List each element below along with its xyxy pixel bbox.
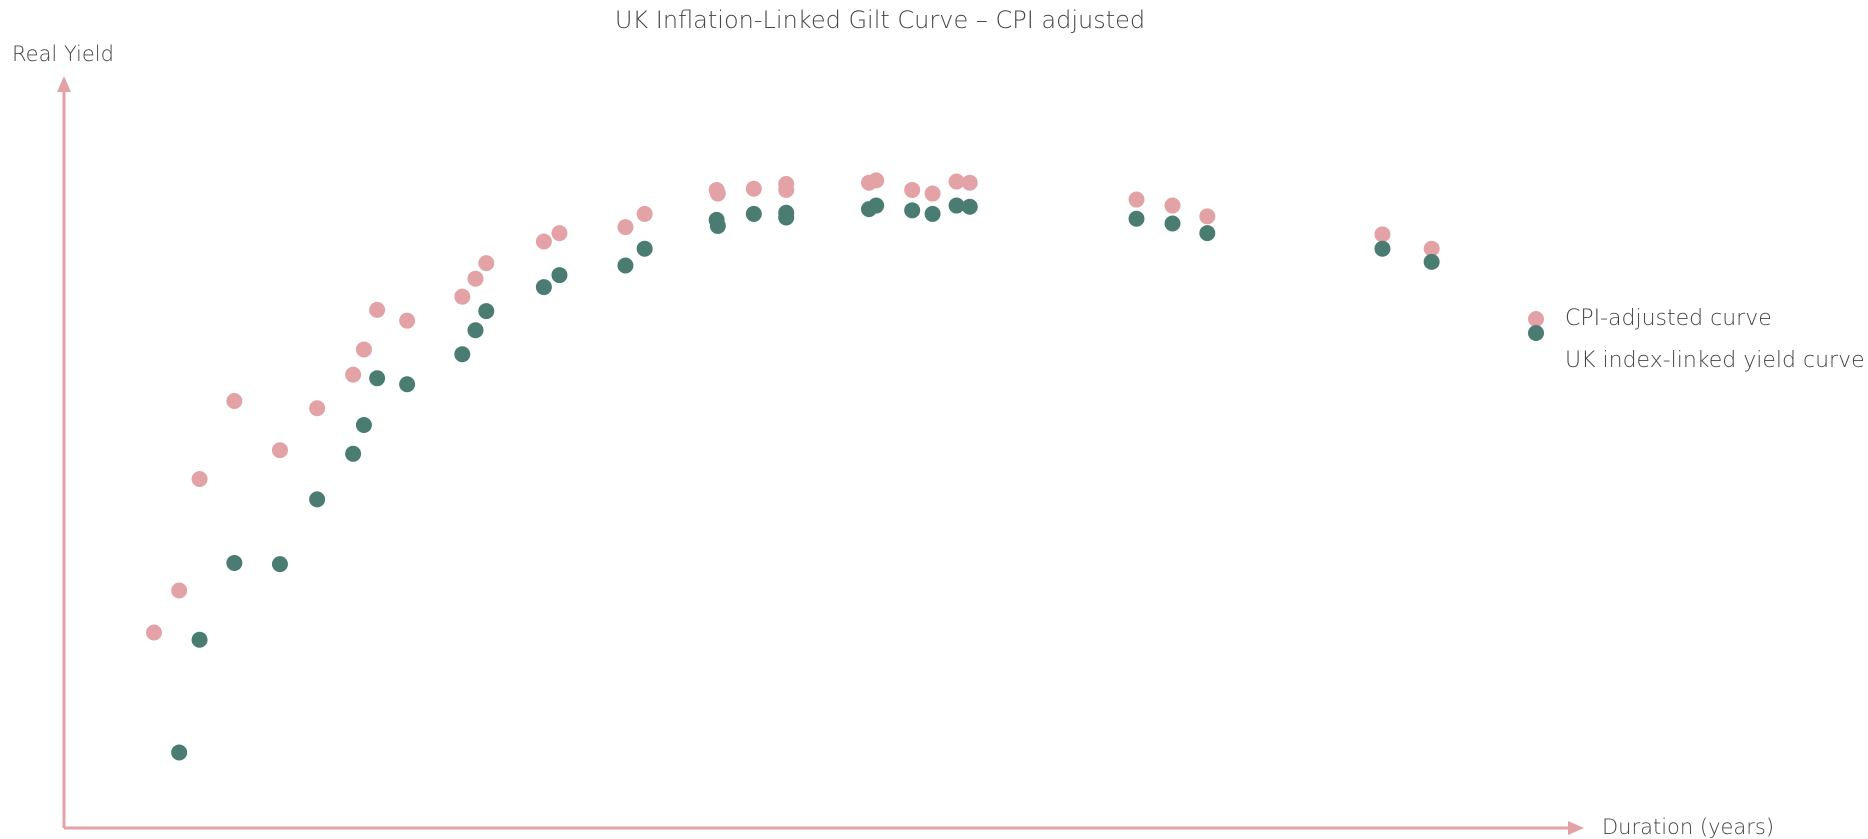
y-axis-label: Real Yield [12, 42, 114, 66]
point [745, 205, 762, 222]
chart-title: UK Inflation-Linked Gilt Curve – CPI adj… [615, 6, 1145, 34]
point [226, 393, 243, 410]
point [454, 288, 471, 305]
point [1423, 253, 1440, 270]
point [961, 174, 978, 191]
point [1374, 226, 1391, 243]
point [191, 631, 208, 648]
point [271, 442, 288, 459]
point [309, 491, 326, 508]
point [467, 322, 484, 339]
legend-marker [1528, 311, 1544, 327]
point [1164, 215, 1181, 232]
point [1164, 197, 1181, 214]
point [478, 255, 495, 272]
point [551, 267, 568, 284]
point [355, 341, 372, 358]
point [355, 417, 372, 434]
point [271, 556, 288, 573]
point [171, 582, 188, 599]
point [868, 197, 885, 214]
point [369, 301, 386, 318]
point [709, 185, 726, 202]
point [904, 181, 921, 198]
point [309, 400, 326, 417]
point [191, 470, 208, 487]
point [535, 233, 552, 250]
point [145, 624, 162, 641]
point [369, 370, 386, 387]
point [904, 202, 921, 219]
point [745, 180, 762, 197]
point [778, 181, 795, 198]
point [1199, 225, 1216, 242]
point [1128, 191, 1145, 208]
point [617, 257, 634, 274]
point [961, 198, 978, 215]
point [399, 376, 416, 393]
legend-label: UK index-linked yield curve [1565, 348, 1865, 373]
y-axis-arrow [57, 76, 71, 92]
x-axis-arrow [1568, 821, 1584, 835]
point [467, 270, 484, 287]
point [345, 366, 362, 383]
point [1423, 240, 1440, 257]
point [399, 312, 416, 329]
point [1128, 210, 1145, 227]
point [948, 173, 965, 190]
point [226, 554, 243, 571]
point [551, 225, 568, 242]
point [1374, 240, 1391, 257]
point [709, 217, 726, 234]
point [778, 209, 795, 226]
point [617, 219, 634, 236]
legend-marker [1528, 325, 1544, 341]
legend-label: CPI-adjusted curve [1565, 306, 1772, 331]
point [636, 240, 653, 257]
point [924, 185, 941, 202]
point [478, 303, 495, 320]
point [171, 744, 188, 761]
point [924, 205, 941, 222]
point [454, 346, 471, 363]
point [868, 172, 885, 189]
point [636, 205, 653, 222]
point [535, 279, 552, 296]
point [1199, 208, 1216, 225]
point [345, 445, 362, 462]
x-axis-label: Duration (years) [1602, 815, 1774, 839]
point [948, 197, 965, 214]
